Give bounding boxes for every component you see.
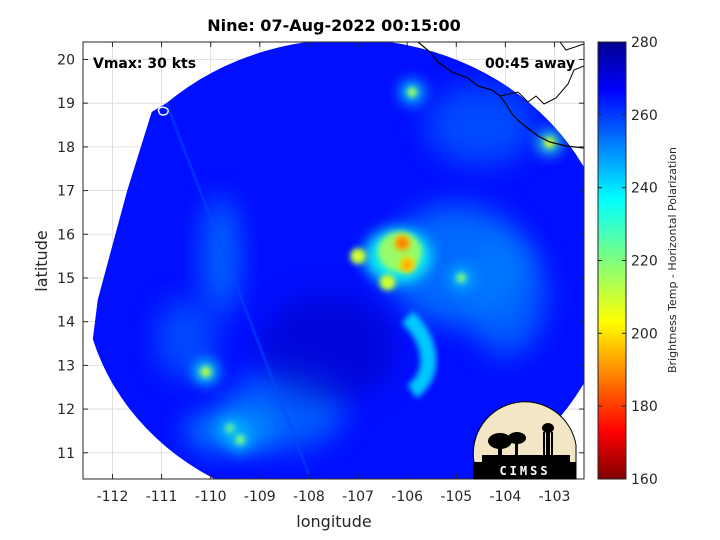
x-tick-label: -107 [342, 489, 374, 505]
warm-region [156, 299, 217, 380]
storm-core-peak [403, 261, 411, 269]
colorbar-tick-label: 160 [631, 472, 658, 488]
brightness-temp-swath [92, 42, 584, 479]
colorbar-tick-label: 220 [631, 254, 658, 270]
colorbar-tick-label: 180 [631, 399, 658, 415]
chart-title: Nine: 07-Aug-2022 00:15:00 [207, 16, 461, 35]
x-tick-label: -111 [146, 489, 178, 505]
y-tick-label: 20 [57, 52, 75, 68]
y-axis-label: latitude [32, 230, 51, 291]
colorbar-ticks: 160 180 200 220 240 260 280 [598, 35, 658, 488]
y-tick-label: 19 [57, 96, 75, 112]
colorbar-label: Brightness Temp - Horizontal Polarizatio… [666, 147, 679, 373]
convective-cell-core [235, 434, 246, 445]
axes-box [82, 41, 585, 480]
x-tick-label: -103 [539, 489, 571, 505]
vmax-annotation: Vmax: 30 kts [93, 56, 196, 72]
storm-core-peak [354, 252, 362, 260]
x-tick-label: -110 [195, 489, 227, 505]
storm-core-peak [398, 239, 406, 247]
rain-band [401, 311, 437, 399]
warm-region [202, 196, 239, 317]
warm-region [425, 85, 536, 166]
y-tick-label: 11 [57, 446, 75, 462]
cold-region [258, 292, 399, 403]
y-tick-label: 12 [57, 402, 75, 418]
y-axis: 11 12 13 14 15 16 17 18 19 20 [57, 52, 584, 462]
colorbar-tick-label: 260 [631, 108, 658, 124]
y-tick-label: 13 [57, 358, 75, 374]
colorbar-tick-label: 280 [631, 35, 658, 51]
x-tick-label: -104 [490, 489, 522, 505]
colorbar [597, 41, 627, 480]
x-axis-label: longitude [296, 512, 371, 531]
island-outline [157, 106, 169, 116]
y-tick-label: 17 [57, 184, 75, 200]
convective-cell-core [456, 272, 467, 283]
convective-cell-core [407, 87, 418, 98]
land-border [499, 65, 584, 105]
x-tick-label: -112 [97, 489, 129, 505]
colorbar-tick-label: 240 [631, 181, 658, 197]
colorbar-tick-label: 200 [631, 326, 658, 342]
x-tick-label: -108 [293, 489, 325, 505]
scan-edge [165, 102, 311, 476]
y-tick-label: 14 [57, 315, 75, 331]
y-tick-label: 16 [57, 227, 75, 243]
swath-field [92, 42, 584, 479]
y-tick-label: 18 [57, 140, 75, 156]
cimss-logo: CIMSS [472, 401, 577, 480]
warm-region [465, 235, 546, 356]
storm-core-peak [384, 278, 392, 286]
convective-cell-core [200, 366, 211, 377]
x-tick-label: -109 [244, 489, 276, 505]
cimss-logo-text: CIMSS [499, 464, 550, 478]
x-tick-label: -106 [391, 489, 423, 505]
coastline [417, 42, 584, 149]
time-away-annotation: 00:45 away [485, 56, 575, 72]
x-tick-label: -105 [440, 489, 472, 505]
x-axis: -112 -111 -110 -109 -108 -107 -106 -105 -104 -103 [97, 42, 571, 505]
land-border-north [559, 42, 584, 51]
y-tick-label: 15 [57, 271, 75, 287]
